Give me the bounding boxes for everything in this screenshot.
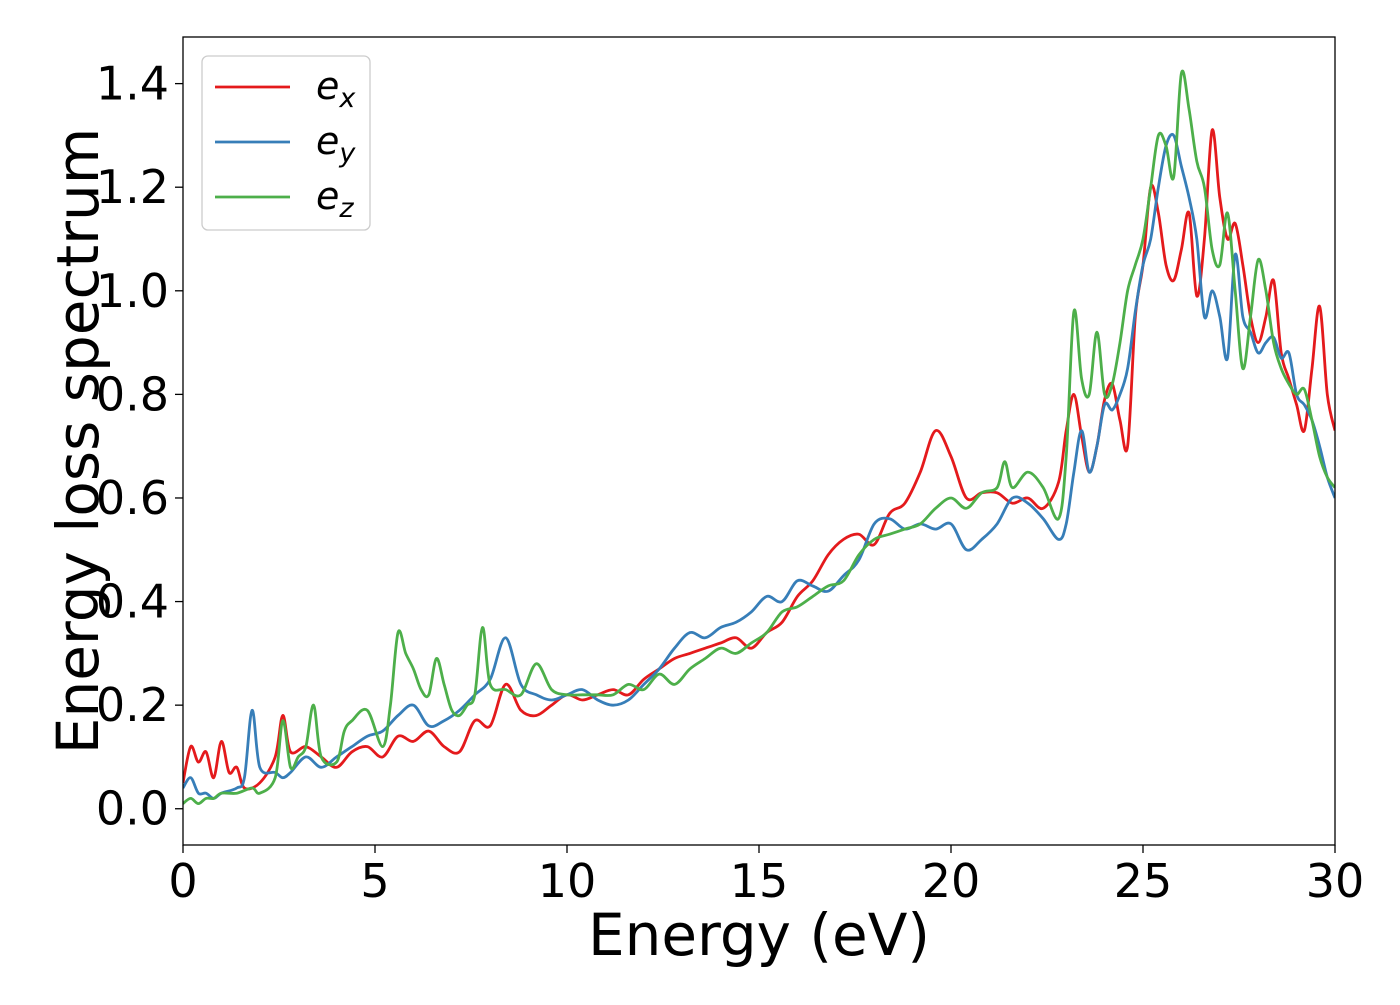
legend-symbol: e xyxy=(316,64,339,108)
y-tick-label: 1.2 xyxy=(96,160,169,214)
x-tick-label: 10 xyxy=(538,854,597,908)
y-tick-label: 1.0 xyxy=(96,264,169,318)
legend-subscript: y xyxy=(338,138,356,169)
y-tick-label: 0.2 xyxy=(96,678,169,732)
x-tick-label: 30 xyxy=(1306,854,1365,908)
series-layer xyxy=(183,69,1335,805)
y-tick-label: 0.6 xyxy=(96,471,169,525)
x-tick-label: 20 xyxy=(922,854,981,908)
series-line-ey xyxy=(183,132,1335,800)
legend-symbol: e xyxy=(316,174,339,218)
x-axis-label: Energy (eV) xyxy=(588,901,930,969)
x-tick-label: 5 xyxy=(360,854,389,908)
x-tick-label: 15 xyxy=(730,854,789,908)
x-tick-label: 25 xyxy=(1114,854,1173,908)
y-axis-label: Energy loss spectrum xyxy=(44,128,112,754)
series-line-ex xyxy=(183,128,1335,791)
y-tick-label: 0.8 xyxy=(96,367,169,421)
legend-subscript: z xyxy=(338,193,354,224)
series-line-ez xyxy=(183,69,1335,805)
legend-entry-ex: ex xyxy=(316,64,356,114)
y-tick-label: 0.4 xyxy=(96,575,169,629)
legend-symbol: e xyxy=(316,119,339,163)
x-tick-label: 0 xyxy=(168,854,197,908)
legend-entry-ey: ey xyxy=(316,119,356,169)
legend-entry-ez: ez xyxy=(316,174,354,224)
axes-layer: 0 5 10 15 20 25 30 0.0 0.2 0.4 0.6 0.8 1.0 1.2 1.4 xyxy=(96,57,1364,908)
y-tick-label: 1.4 xyxy=(96,57,169,111)
legend-subscript: x xyxy=(338,83,356,114)
y-tick-label: 0.0 xyxy=(96,782,169,836)
